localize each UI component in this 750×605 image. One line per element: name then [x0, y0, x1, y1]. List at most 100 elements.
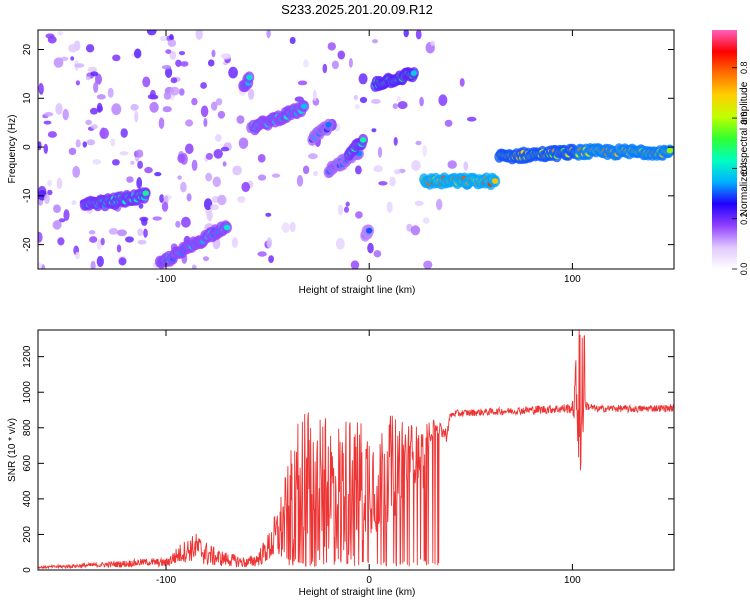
spectrogram-x-ticks: -100 0 100: [156, 30, 581, 285]
spectrogram-speckle: [257, 154, 266, 163]
y-tick-label: -10: [22, 188, 33, 203]
spectrogram-speckle: [430, 40, 435, 46]
spectrogram-speckle: [211, 49, 216, 58]
spectrogram-speckle: [297, 80, 308, 86]
spectrogram-speckle: [415, 140, 422, 146]
spectrogram-speckle: [96, 255, 104, 268]
spectrogram-cells: [38, 30, 674, 269]
spectrogram-speckle: [135, 149, 144, 158]
spectrogram-speckle: [55, 103, 63, 115]
spectrogram-speckle: [215, 134, 222, 142]
y-tick-label: 600: [22, 455, 33, 472]
y-tick-label: 20: [22, 44, 33, 56]
spectrogram-speckle: [43, 143, 48, 154]
y-tick-label: 0: [22, 567, 33, 573]
spectrogram-speckle: [89, 236, 98, 243]
spectrogram-speckle: [161, 65, 172, 70]
spectrogram-speckle: [217, 194, 227, 206]
spectrogram-speckle: [137, 239, 147, 245]
spectrogram-speckle: [447, 160, 457, 169]
spectrogram-speckle: [419, 96, 424, 107]
spectrogram-speckle: [327, 42, 336, 51]
spectrogram-speckle: [134, 110, 139, 123]
x-tick-label: -100: [156, 274, 176, 285]
snr-line: [38, 330, 674, 570]
spectrogram-speckle: [373, 250, 382, 258]
spectrogram-blob-core: [410, 70, 418, 76]
spectrogram-speckle: [266, 30, 271, 39]
x-tick-label: 100: [564, 575, 581, 586]
spectrogram-y-ticks: -20 -10 0 10 20: [22, 44, 674, 252]
spectrogram-speckle: [371, 128, 377, 133]
spectrogram-speckle: [177, 153, 186, 164]
spectrogram-speckle: [68, 43, 78, 53]
spectrogram-speckle: [91, 124, 98, 130]
spectrogram-speckle: [200, 82, 208, 89]
spectrogram-blob-core: [366, 227, 373, 234]
spectrogram-speckle: [100, 127, 106, 139]
spectrogram-speckle: [177, 175, 182, 180]
spectrogram-speckle: [137, 228, 144, 237]
spectrogram-speckle: [175, 220, 181, 228]
spectrogram-speckle: [411, 160, 421, 171]
spectrogram-speckle: [203, 198, 213, 211]
spectrogram-speckle: [222, 161, 227, 167]
spectrogram-speckle: [303, 59, 309, 68]
spectrogram-speckle: [149, 101, 159, 113]
spectrogram-speckle: [144, 166, 153, 174]
spectrogram-speckle: [392, 103, 398, 109]
snr-frame: [37, 329, 675, 571]
spectrogram-speckle: [118, 257, 127, 266]
spectrogram-speckle: [56, 177, 63, 190]
spectrogram-speckle: [90, 260, 96, 269]
spectrogram-speckle: [63, 209, 70, 221]
snr-y-label: SNR (10 * v/v): [7, 418, 18, 482]
spectrogram-speckle: [152, 216, 162, 221]
spectrogram-speckle: [68, 147, 77, 156]
spectrogram-speckle: [62, 108, 69, 121]
spectrogram-speckle: [281, 222, 290, 233]
spectrogram-speckle: [53, 204, 61, 213]
spectrogram-speckle: [238, 137, 249, 149]
spectrogram-speckle: [237, 196, 246, 203]
spectrogram-speckle: [138, 203, 144, 209]
spectrogram-speckle: [371, 99, 381, 104]
colorbar-tick-label: 0.2: [739, 212, 749, 225]
spectrogram-speckle: [163, 91, 172, 100]
colorbar: 0.0 0.2 0.4 0.6 0.8 Normalized spectral ampl…: [712, 30, 750, 275]
spectrogram-speckle: [178, 51, 186, 56]
spectrogram-speckle: [354, 103, 360, 110]
spectrogram-speckle: [466, 116, 477, 122]
spectrogram-speckle: [110, 138, 116, 147]
spectrogram-speckle: [130, 103, 139, 111]
spectrogram-speckle: [185, 143, 194, 155]
spectrogram-speckle: [53, 57, 64, 68]
spectrogram-speckle: [96, 239, 102, 250]
y-tick-label: 1200: [22, 345, 33, 368]
spectrogram-frame: [37, 29, 675, 270]
spectrogram-speckle: [345, 201, 350, 207]
spectrogram-speckle: [205, 152, 213, 160]
spectrogram-speckle: [358, 73, 368, 85]
spectrogram-speckle: [397, 101, 408, 110]
spectrogram-speckle: [167, 39, 177, 47]
spectrogram-speckle: [289, 221, 296, 233]
spectrogram-speckle: [75, 139, 81, 148]
spectrogram-speckle: [43, 120, 52, 125]
spectrogram-speckle: [312, 89, 317, 102]
spectrogram-speckle: [438, 94, 448, 106]
spectrogram-blob-core: [666, 147, 674, 154]
spectrogram-speckle: [403, 30, 409, 38]
spectrogram-speckle: [378, 181, 388, 186]
spectrogram-speckle: [75, 80, 80, 86]
spectrogram-speckle: [444, 119, 453, 127]
spectrogram-speckle: [180, 61, 189, 67]
spectrogram-speckle: [161, 201, 169, 212]
spectrogram-speckle: [180, 181, 187, 193]
spectrogram-speckle: [95, 73, 102, 85]
spectrogram-speckle: [74, 63, 85, 68]
spectrogram-speckle: [268, 255, 274, 263]
spectrogram-speckle: [373, 165, 383, 173]
spectrogram-blob-core: [223, 224, 231, 231]
